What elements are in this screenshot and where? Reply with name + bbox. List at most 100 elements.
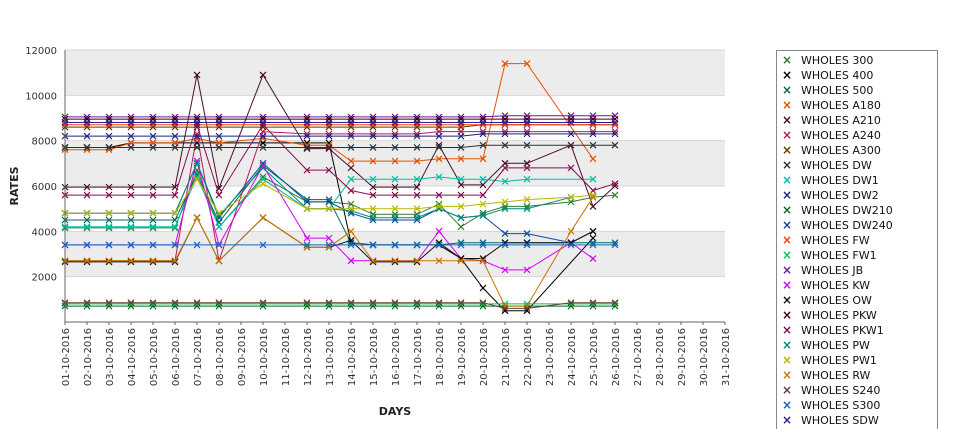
legend-label: WHOLES 500 xyxy=(801,83,874,97)
legend-marker-icon: × xyxy=(781,98,793,112)
data-point xyxy=(479,257,487,265)
data-point xyxy=(127,119,135,126)
data-point xyxy=(435,119,443,126)
data-point xyxy=(215,241,223,249)
legend-label: WHOLES OW xyxy=(801,293,872,307)
data-point xyxy=(391,119,399,126)
data-point xyxy=(83,132,91,140)
legend-marker-icon: × xyxy=(781,173,793,187)
x-tick-label: 15-10-2016 xyxy=(369,328,380,386)
data-point xyxy=(369,144,377,151)
data-point xyxy=(523,230,531,238)
data-point xyxy=(567,241,575,249)
legend-item: × WHOLES JB xyxy=(781,263,863,277)
data-point xyxy=(523,60,531,68)
data-point xyxy=(259,132,267,140)
x-tick-label: 01-10-2016 xyxy=(61,328,72,386)
legend-marker-icon: × xyxy=(781,128,793,142)
data-point xyxy=(105,216,113,224)
legend-label: WHOLES 300 xyxy=(801,53,874,67)
legend-marker-icon: × xyxy=(781,413,793,427)
legend-marker-icon: × xyxy=(781,158,793,172)
data-point xyxy=(611,241,619,249)
data-point xyxy=(391,257,399,265)
data-point xyxy=(413,144,421,151)
data-point xyxy=(523,164,531,172)
data-point xyxy=(391,175,399,183)
legend-marker-icon: × xyxy=(781,308,793,322)
data-point xyxy=(391,132,399,140)
data-point xyxy=(127,299,135,307)
data-point xyxy=(347,187,355,194)
legend-marker-icon: × xyxy=(781,83,793,97)
data-point xyxy=(193,132,201,140)
x-tick-label: 26-10-2016 xyxy=(611,328,622,386)
data-point xyxy=(523,266,531,274)
legend-marker-icon: × xyxy=(781,398,793,412)
legend-label: WHOLES 400 xyxy=(801,68,874,82)
data-point xyxy=(215,299,223,307)
x-tick-label: 21-10-2016 xyxy=(501,328,512,386)
data-point xyxy=(501,304,509,312)
data-point xyxy=(369,157,377,165)
data-point xyxy=(215,212,223,219)
data-point xyxy=(303,166,311,174)
data-point xyxy=(83,241,91,249)
data-point xyxy=(83,223,91,231)
x-tick-label: 16-10-2016 xyxy=(391,328,402,386)
data-point xyxy=(501,119,509,126)
legend-label: WHOLES SDW xyxy=(801,413,879,427)
data-point xyxy=(457,191,465,199)
data-point xyxy=(149,241,157,249)
data-point xyxy=(347,119,355,126)
data-point xyxy=(457,300,465,308)
legend-marker-icon: × xyxy=(781,368,793,382)
data-point xyxy=(325,234,333,242)
data-point xyxy=(611,191,619,199)
data-point xyxy=(391,157,399,165)
data-point xyxy=(347,164,355,172)
legend-item: × WHOLES FW1 xyxy=(781,248,877,262)
x-tick-label: 06-10-2016 xyxy=(171,328,182,386)
data-point xyxy=(105,183,113,191)
data-point xyxy=(369,183,377,191)
series-wholes-s300 xyxy=(61,241,619,249)
data-point xyxy=(171,257,179,265)
data-point xyxy=(347,257,355,265)
y-tick-label: 10000 xyxy=(25,91,57,102)
series-wholes-dw xyxy=(61,141,619,151)
data-point xyxy=(325,205,333,213)
data-point xyxy=(325,132,333,140)
data-point xyxy=(127,144,135,151)
data-point xyxy=(479,200,487,208)
legend-marker-icon: × xyxy=(781,113,793,127)
data-point xyxy=(215,191,223,199)
data-point xyxy=(303,234,311,242)
data-point xyxy=(589,299,597,307)
legend-item: × WHOLES PW xyxy=(781,338,870,352)
data-point xyxy=(303,145,311,153)
series-wholes-jb xyxy=(61,112,619,121)
data-point xyxy=(457,202,465,210)
legend-marker-icon: × xyxy=(781,248,793,262)
data-point xyxy=(413,175,421,183)
data-point xyxy=(127,132,135,140)
data-point xyxy=(413,258,421,266)
data-point xyxy=(435,191,443,199)
data-point xyxy=(149,209,157,217)
data-point xyxy=(127,183,135,191)
data-point xyxy=(105,258,113,266)
legend-item: × WHOLES DW240 xyxy=(781,218,893,232)
x-tick-label: 17-10-2016 xyxy=(413,328,424,386)
x-tick-label: 31-10-2016 xyxy=(721,328,732,386)
data-point xyxy=(567,130,575,138)
data-point xyxy=(347,157,355,165)
data-point xyxy=(325,299,333,307)
series-wholes-sdw xyxy=(61,119,619,126)
legend-label: WHOLES A210 xyxy=(801,113,881,127)
data-point xyxy=(215,223,223,231)
data-point xyxy=(611,299,619,307)
x-tick-label: 10-10-2016 xyxy=(259,328,270,386)
data-point xyxy=(193,119,201,126)
legend-label: WHOLES A180 xyxy=(801,98,881,112)
